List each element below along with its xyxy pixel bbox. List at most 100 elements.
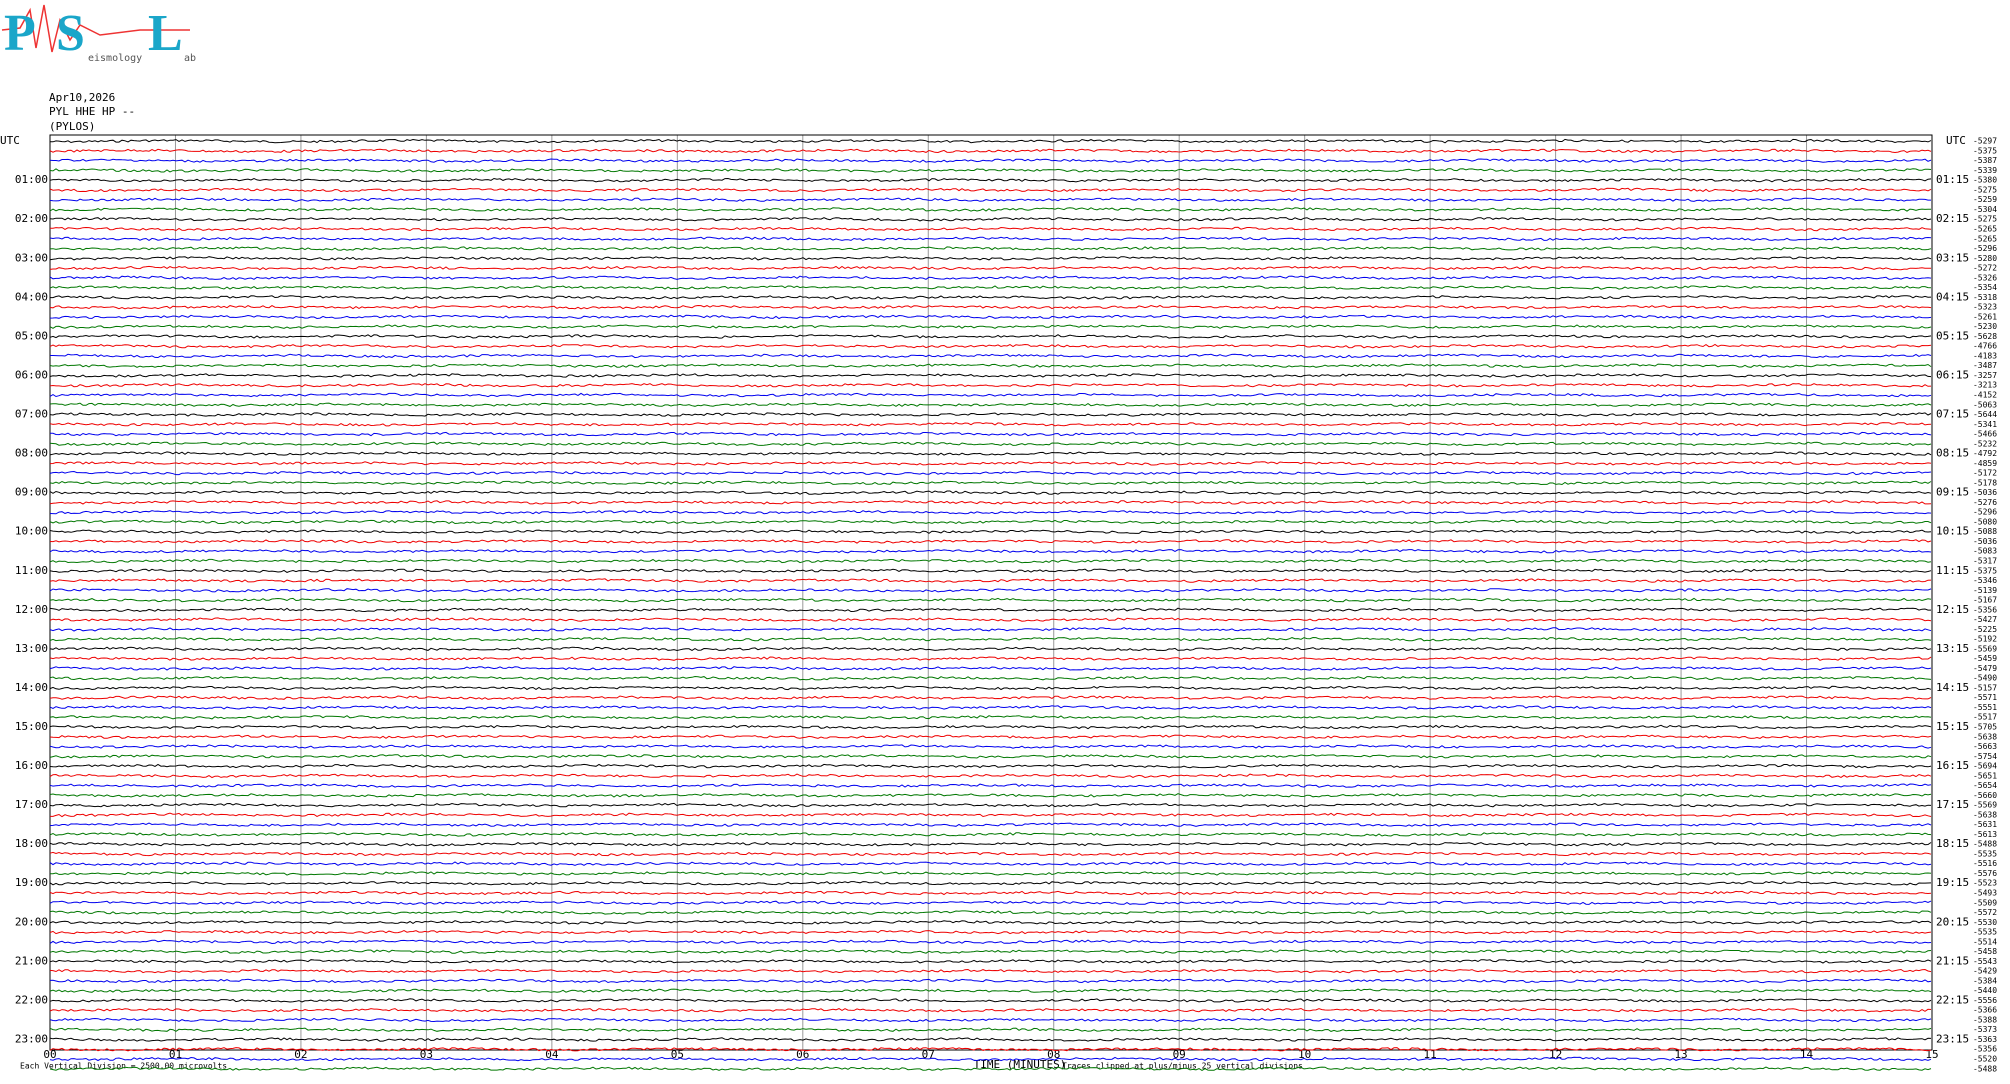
- x-tick-label: 15: [1925, 1048, 1938, 1061]
- left-time-label: 05:00: [15, 329, 48, 342]
- trace: [49, 275, 1932, 280]
- row-offset: -5192: [1973, 635, 1997, 644]
- right-time-label: UTC: [1946, 134, 1966, 147]
- row-offset: -5323: [1973, 303, 1997, 312]
- row-offset: -4859: [1973, 459, 1997, 468]
- trace: [50, 295, 1932, 300]
- row-offset: -5363: [1973, 1035, 1997, 1044]
- trace: [49, 529, 1932, 534]
- right-time-label: 17:15: [1936, 798, 1969, 811]
- trace: [49, 881, 1932, 886]
- right-time-label: 09:15: [1936, 486, 1969, 499]
- row-offset: -5275: [1973, 215, 1997, 224]
- left-time-label: UTC: [0, 134, 20, 147]
- row-offset: -5157: [1973, 683, 1997, 692]
- right-time-label: 12:15: [1936, 603, 1969, 616]
- left-time-label: 09:00: [15, 486, 48, 499]
- row-offset: -5296: [1973, 244, 1997, 253]
- row-offset: -5644: [1973, 410, 1997, 419]
- row-offset: -5569: [1973, 801, 1997, 810]
- trace: [49, 793, 1932, 798]
- trace: [49, 441, 1932, 447]
- left-time-label: 08:00: [15, 447, 48, 460]
- trace: [49, 343, 1932, 349]
- row-offset: -5535: [1973, 928, 1997, 937]
- right-time-label: 22:15: [1936, 993, 1969, 1006]
- row-offset: -5265: [1973, 234, 1997, 243]
- row-offset: -5551: [1973, 703, 1997, 712]
- trace: [49, 675, 1932, 681]
- right-time-label: 01:15: [1936, 173, 1969, 186]
- trace: [49, 890, 1932, 896]
- row-offset: -5083: [1973, 547, 1997, 556]
- trace: [49, 558, 1932, 564]
- row-offset: -5139: [1973, 586, 1997, 595]
- row-offset: -4792: [1973, 449, 1997, 458]
- left-time-label: 10:00: [15, 525, 48, 538]
- left-time-label: 07:00: [15, 408, 48, 421]
- trace: [49, 910, 1932, 915]
- trace: [49, 1056, 1932, 1062]
- row-offset: -5276: [1973, 498, 1997, 507]
- row-offset: -5663: [1973, 742, 1997, 751]
- row-offset: -5366: [1973, 1006, 1997, 1015]
- row-offset: -5754: [1973, 752, 1997, 761]
- row-offset: -5638: [1973, 810, 1997, 819]
- row-offset: -5572: [1973, 908, 1997, 917]
- row-offset: -5387: [1973, 156, 1997, 165]
- x-tick-label: 09: [1173, 1048, 1186, 1061]
- left-time-label: 19:00: [15, 876, 48, 889]
- right-time-label: 13:15: [1936, 642, 1969, 655]
- row-offset: -5259: [1973, 195, 1997, 204]
- x-tick-label: 10: [1298, 1048, 1311, 1061]
- trace: [49, 783, 1932, 788]
- row-offset: -5341: [1973, 420, 1997, 429]
- row-offset: -5388: [1973, 1015, 1997, 1024]
- trace: [49, 373, 1932, 378]
- trace: [49, 646, 1932, 652]
- trace: [49, 656, 1932, 661]
- trace: [49, 422, 1932, 427]
- x-tick-label: 01: [169, 1048, 182, 1061]
- trace: [49, 470, 1932, 476]
- row-offset: -5694: [1973, 762, 1997, 771]
- row-offset: -5356: [1973, 605, 1997, 614]
- row-offset: -5520: [1973, 1055, 1997, 1064]
- left-time-label: 20:00: [15, 915, 48, 928]
- row-offset: -5556: [1973, 996, 1997, 1005]
- row-offset: -5613: [1973, 830, 1997, 839]
- left-time-label: 02:00: [15, 212, 48, 225]
- trace: [49, 939, 1932, 945]
- right-time-label: 14:15: [1936, 681, 1969, 694]
- left-time-label: 21:00: [15, 954, 48, 967]
- trace: [49, 187, 1932, 193]
- date: Apr10,2026: [49, 91, 115, 104]
- row-offset: -5317: [1973, 556, 1997, 565]
- trace: [49, 871, 1932, 876]
- row-offset: -5230: [1973, 322, 1997, 331]
- trace: [49, 685, 1932, 691]
- trace: [49, 519, 1932, 525]
- trace: [49, 636, 1932, 642]
- row-offset: -5523: [1973, 879, 1997, 888]
- row-offset: -5576: [1973, 869, 1997, 878]
- row-offset: -5326: [1973, 273, 1997, 282]
- row-offset: -4152: [1973, 390, 1997, 399]
- right-time-label: 20:15: [1936, 915, 1969, 928]
- right-time-label: 23:15: [1936, 1032, 1969, 1045]
- row-offset: -5440: [1973, 986, 1997, 995]
- right-time-label: 04:15: [1936, 290, 1969, 303]
- trace: [49, 490, 1932, 495]
- right-time-label: 07:15: [1936, 408, 1969, 421]
- trace: [50, 353, 1932, 359]
- row-offset: -5427: [1973, 615, 1997, 624]
- trace: [49, 363, 1932, 368]
- x-tick-label: 07: [922, 1048, 935, 1061]
- row-offset: -5346: [1973, 576, 1997, 585]
- x-tick-label: 00: [43, 1048, 56, 1061]
- right-time-label: 16:15: [1936, 759, 1969, 772]
- trace: [49, 500, 1932, 505]
- row-offset: -5530: [1973, 918, 1997, 927]
- trace: [49, 744, 1932, 749]
- trace: [49, 539, 1932, 544]
